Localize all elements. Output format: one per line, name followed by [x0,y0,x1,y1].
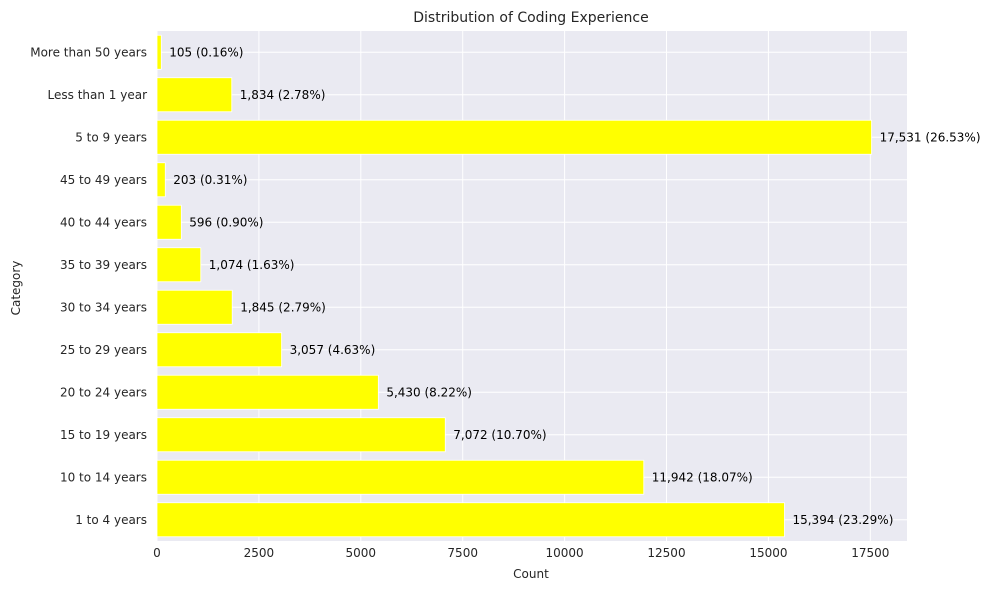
x-tick-label: 12500 [647,546,685,560]
bar-value-label: 11,942 (18.07%) [652,470,753,484]
bar [156,374,379,410]
y-tick-labels: 1 to 4 years 10 to 14 years 15 to 19 years… [30,45,147,527]
x-axis-label: Count [513,567,549,581]
bar-value-label: 105 (0.16%) [169,45,243,59]
x-tick-label: 0 [153,546,161,560]
bar-value-label: 7,072 (10.70%) [453,428,546,442]
y-tick-label: 20 to 24 years [60,385,147,399]
x-tick-label: 2500 [244,546,275,560]
x-tick-labels: 0 2500 5000 7500 10000 12500 15000 17500 [153,546,889,560]
bar-value-label: 1,845 (2.79%) [240,300,326,314]
x-tick-label: 10000 [546,546,584,560]
bar [156,289,233,325]
y-tick-label: 30 to 34 years [60,300,147,314]
y-axis-label: Category [9,261,23,316]
x-tick-label: 5000 [346,546,377,560]
bar-value-label: 1,834 (2.78%) [240,88,326,102]
bar [156,204,182,240]
y-tick-label: 35 to 39 years [60,258,147,272]
bar [156,34,162,70]
chart-title: Distribution of Coding Experience [413,10,648,26]
y-tick-label: 1 to 4 years [75,513,147,527]
bar [156,119,872,155]
bar-value-label: 596 (0.90%) [189,215,263,229]
y-tick-label: 40 to 44 years [60,215,147,229]
x-tick-label: 17500 [851,546,889,560]
data-labels: 15,394 (23.29%) 11,942 (18.07%) 7,072 (10.… [169,45,980,527]
bar-value-label: 3,057 (4.63%) [290,343,376,357]
bar [156,502,785,538]
bar-value-label: 17,531 (26.53%) [880,130,981,144]
bar-value-label: 203 (0.31%) [173,173,247,187]
y-tick-label: Less than 1 year [48,88,148,102]
bar [156,332,283,368]
bar [156,162,166,198]
bars [156,34,872,538]
y-tick-label: 45 to 49 years [60,173,147,187]
y-tick-label: 5 to 9 years [75,130,147,144]
plot-area [157,31,907,541]
bar [156,417,446,453]
y-tick-label: 25 to 29 years [60,343,147,357]
bar [156,77,233,113]
y-tick-label: 10 to 14 years [60,470,147,484]
y-tick-label: More than 50 years [30,45,147,59]
bar-value-label: 1,074 (1.63%) [209,258,295,272]
bar [156,459,645,495]
bar-value-label: 5,430 (8.22%) [386,385,472,399]
x-tick-label: 7500 [447,546,478,560]
x-tick-label: 15000 [749,546,787,560]
bar [156,247,202,283]
bar-value-label: 15,394 (23.29%) [792,513,893,527]
y-tick-label: 15 to 19 years [60,428,147,442]
